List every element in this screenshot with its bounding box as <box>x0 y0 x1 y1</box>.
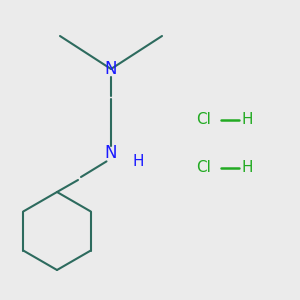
Text: Cl: Cl <box>196 160 211 175</box>
Text: Cl: Cl <box>196 112 211 128</box>
Text: H: H <box>132 154 144 169</box>
Text: H: H <box>242 112 253 128</box>
Text: H: H <box>242 160 253 175</box>
Text: N: N <box>105 60 117 78</box>
Text: N: N <box>105 144 117 162</box>
